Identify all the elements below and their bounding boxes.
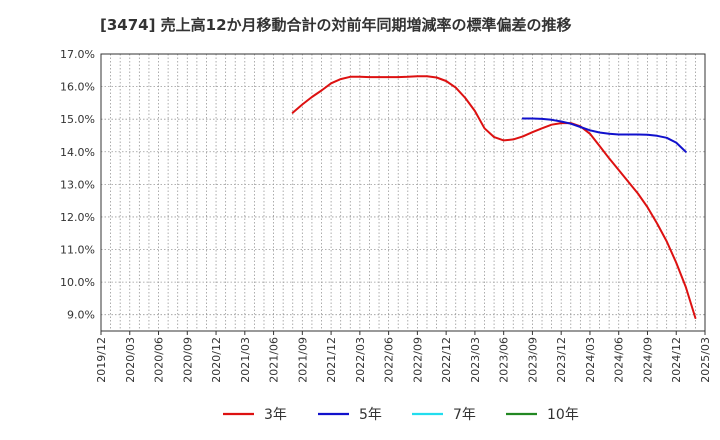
y-tick-label: 13.0% (60, 178, 95, 191)
x-tick-label: 2024/12 (670, 337, 683, 383)
plot-frame (100, 53, 706, 332)
x-tick-label: 2022/12 (440, 337, 453, 383)
y-tick-label: 11.0% (60, 244, 95, 257)
axes: 9.0% 10.0% 11.0% 12.0% 13.0% 14.0% 15.0% 16.0% 1… (60, 48, 712, 383)
grid (101, 53, 705, 331)
x-tick-label: 2023/03 (469, 337, 482, 383)
legend-label: 10年 (547, 407, 579, 423)
legend: 3年 5年 7年 10年 (223, 407, 579, 423)
x-tick-label: 2022/03 (354, 337, 367, 383)
legend-label: 7年 (453, 407, 476, 423)
x-tick-label: 2023/12 (555, 337, 568, 383)
y-tick-label: 16.0% (60, 81, 95, 94)
y-tick-label: 17.0% (60, 48, 95, 61)
x-tick-label: 2020/09 (181, 337, 194, 383)
chart-title: [3474] 売上高12か月移動合計の対前年同期増減率の標準偏差の推移 (100, 16, 572, 34)
x-tick-label: 2024/09 (641, 337, 654, 383)
x-tick-label: 2020/03 (124, 337, 137, 383)
legend-label: 5年 (359, 407, 382, 423)
x-tick-label: 2025/03 (699, 337, 712, 383)
y-tick-label: 12.0% (60, 211, 95, 224)
y-tick-label: 14.0% (60, 146, 95, 159)
x-tick-label: 2024/06 (613, 337, 626, 383)
series-line-0 (291, 75, 697, 319)
y-tick-label: 9.0% (67, 309, 95, 322)
x-tick-label: 2021/09 (296, 337, 309, 383)
y-tick-label: 15.0% (60, 113, 95, 126)
y-tick-label: 10.0% (60, 276, 95, 289)
x-tick-label: 2021/06 (268, 337, 281, 383)
x-tick-label: 2020/06 (153, 337, 166, 383)
x-tick-label: 2023/06 (498, 337, 511, 383)
legend-label: 3年 (264, 407, 287, 423)
x-tick-label: 2021/12 (325, 337, 338, 383)
x-tick-label: 2021/03 (239, 337, 252, 383)
x-tick-label: 2023/09 (526, 337, 539, 383)
x-tick-label: 2020/12 (210, 337, 223, 383)
x-tick-label: 2022/06 (383, 337, 396, 383)
series-lines (291, 75, 697, 319)
x-tick-label: 2019/12 (95, 337, 108, 383)
x-tick-label: 2024/03 (584, 337, 597, 383)
x-tick-label: 2022/09 (411, 337, 424, 383)
series-line-1 (521, 117, 687, 153)
